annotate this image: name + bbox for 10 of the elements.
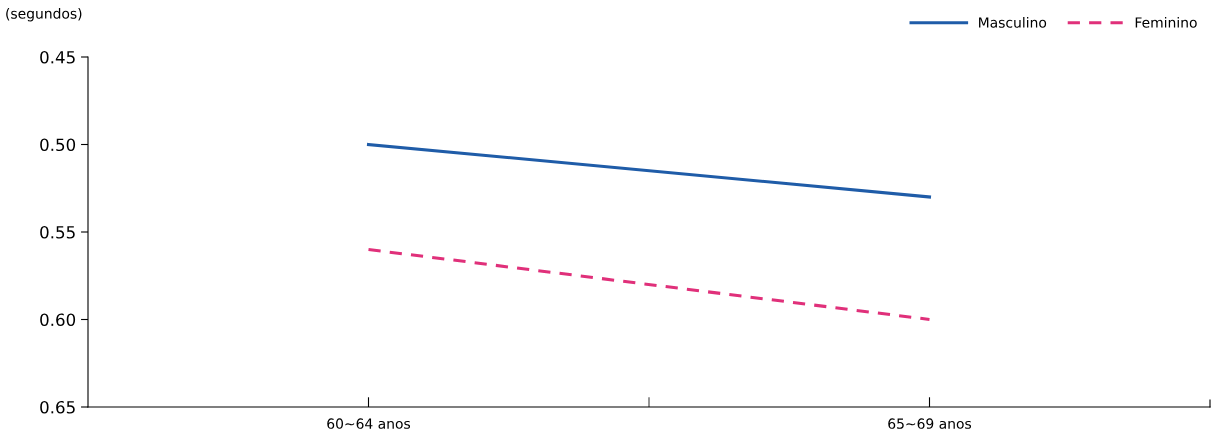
legend-label: Masculino bbox=[979, 17, 1047, 28]
y-tick-label: 0.45 bbox=[40, 50, 75, 64]
y-tick-label: 0.60 bbox=[40, 313, 76, 327]
legend-label: Feminino bbox=[1135, 17, 1197, 28]
y-tick-label: 0.55 bbox=[40, 225, 75, 239]
y-tick-label: 0.65 bbox=[40, 400, 75, 414]
x-tick-label: 65~69 anos bbox=[888, 418, 972, 429]
y-tick-label: 0.50 bbox=[40, 138, 76, 152]
x-tick-label: 60~64 anos bbox=[327, 418, 411, 429]
y-axis-title: (segundos) bbox=[6, 8, 82, 22]
